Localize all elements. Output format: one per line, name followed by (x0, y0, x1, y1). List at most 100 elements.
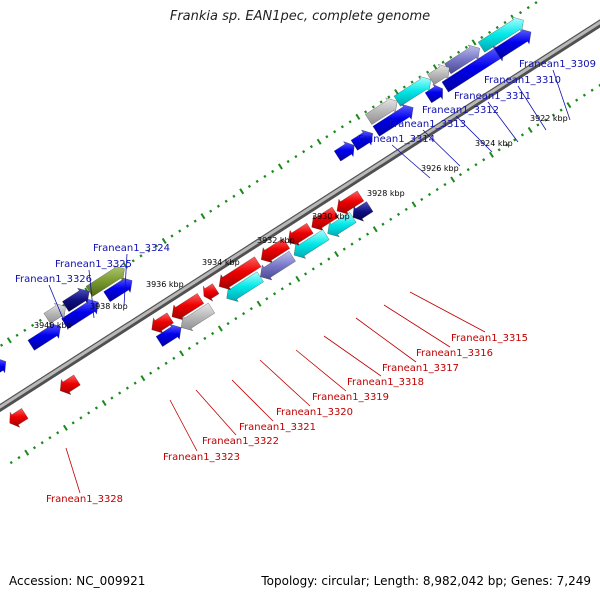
backbone-line (0, 20, 600, 409)
minor-tick (203, 336, 207, 341)
gene-arrow[interactable] (203, 283, 220, 302)
gene-arrow[interactable] (61, 298, 99, 329)
minor-tick (154, 244, 159, 248)
gene-label-top[interactable]: Franean1_3312 (422, 105, 499, 116)
major-tick (179, 350, 185, 357)
major-tick (239, 188, 245, 195)
minor-tick (387, 95, 391, 99)
minor-tick (340, 125, 344, 129)
gene-arrow[interactable] (352, 201, 374, 222)
gene-arrow[interactable] (261, 238, 290, 264)
gene-arrow[interactable] (151, 312, 174, 334)
leader-line (195, 389, 237, 436)
gene-arrow[interactable] (350, 129, 373, 151)
minor-tick (480, 35, 484, 40)
gene-arrow[interactable] (0, 358, 6, 378)
gene-arrow[interactable] (393, 76, 432, 107)
gene-arrow[interactable] (444, 44, 480, 75)
gene-label-top[interactable]: Franean1_3326 (15, 274, 92, 285)
kbp-tick-label: 3928 kbp (367, 189, 405, 198)
gene-label-bottom[interactable]: Franean1_3319 (312, 392, 389, 403)
minor-tick (0, 343, 4, 347)
gene-arrow[interactable] (311, 206, 339, 231)
minor-tick (551, 113, 555, 117)
gene-arrow[interactable] (9, 408, 29, 428)
gene-arrow[interactable] (181, 302, 215, 332)
minor-tick (427, 192, 432, 197)
major-tick (6, 337, 12, 344)
gene-arrow[interactable] (62, 287, 90, 312)
gene-arrow[interactable] (336, 190, 364, 215)
gene-label-top[interactable]: Franean1_3311 (454, 91, 531, 102)
minor-tick (87, 411, 91, 415)
major-tick (256, 300, 262, 307)
minor-tick (482, 158, 486, 162)
minor-tick (131, 259, 135, 263)
topology-text: Topology: circular; Length: 8,982,042 bp… (261, 574, 591, 588)
minor-tick (358, 237, 362, 241)
minor-tick (534, 1, 538, 5)
gene-layer (0, 16, 532, 428)
minor-tick (396, 212, 401, 216)
minor-tick (280, 287, 284, 291)
leader-line (355, 317, 417, 363)
gene-label-bottom[interactable]: Franean1_3322 (202, 436, 279, 447)
gene-label-top[interactable]: Franean1_3324 (93, 243, 170, 254)
gene-arrow[interactable] (85, 265, 125, 297)
gene-arrow[interactable] (427, 64, 450, 85)
kbp-tick-label: 3926 kbp (421, 164, 459, 173)
gene-arrow[interactable] (287, 223, 314, 246)
minor-tick (265, 297, 269, 301)
gene-label-top[interactable]: Franean1_3310 (484, 75, 561, 86)
gene-arrow[interactable] (155, 323, 182, 347)
minor-tick (487, 30, 492, 35)
gene-label-top[interactable]: Franean1_3314 (358, 134, 435, 145)
major-tick (450, 176, 456, 183)
gene-label-bottom[interactable]: Franean1_3320 (276, 407, 353, 418)
gene-label-bottom[interactable]: Franean1_3317 (382, 363, 459, 374)
gene-arrow[interactable] (372, 104, 414, 137)
kbp-tick-label: 3922 kbp (530, 114, 568, 123)
gene-label-bottom[interactable]: Franean1_3316 (416, 348, 493, 359)
gene-arrow[interactable] (43, 302, 66, 324)
minor-tick (518, 10, 523, 15)
minor-tick (333, 130, 337, 134)
major-tick (277, 163, 283, 170)
minor-tick (164, 361, 168, 365)
gene-label-top[interactable]: Franean1_3325 (55, 259, 132, 270)
minor-tick (426, 70, 430, 74)
gene-label-bottom[interactable]: Franean1_3315 (451, 333, 528, 344)
gene-arrow[interactable] (477, 16, 524, 53)
minor-tick (271, 169, 275, 174)
major-tick (488, 151, 494, 158)
gene-arrow[interactable] (333, 141, 355, 162)
gene-arrow[interactable] (218, 256, 262, 291)
gene-arrow[interactable] (171, 293, 205, 321)
minor-tick (466, 168, 470, 172)
leader-line (391, 144, 431, 179)
major-tick (566, 102, 572, 109)
major-tick (527, 126, 533, 134)
minor-tick (441, 60, 445, 64)
minor-tick (17, 456, 21, 460)
gene-arrow[interactable] (60, 374, 81, 395)
minor-tick (379, 100, 383, 104)
gene-label-bottom[interactable]: Franean1_3323 (163, 452, 240, 463)
minor-tick (342, 247, 346, 251)
minor-tick (195, 341, 199, 346)
gene-arrow[interactable] (27, 322, 61, 351)
minor-tick (350, 242, 354, 246)
minor-tick (216, 204, 221, 208)
minor-tick (71, 421, 75, 425)
gene-label-bottom[interactable]: Franean1_3318 (347, 377, 424, 388)
gene-arrow[interactable] (293, 229, 330, 259)
minor-tick (178, 229, 182, 233)
gene-arrow[interactable] (260, 250, 296, 281)
gene-label-bottom[interactable]: Franean1_3321 (239, 422, 316, 433)
gene-arrow[interactable] (327, 212, 357, 238)
gene-arrow[interactable] (424, 83, 443, 104)
gene-arrow[interactable] (365, 97, 398, 125)
gene-label-top[interactable]: Franean1_3309 (519, 59, 596, 70)
gene-label-top[interactable]: Franean1_3313 (389, 119, 466, 130)
gene-label-bottom[interactable]: Franean1_3328 (46, 494, 123, 505)
